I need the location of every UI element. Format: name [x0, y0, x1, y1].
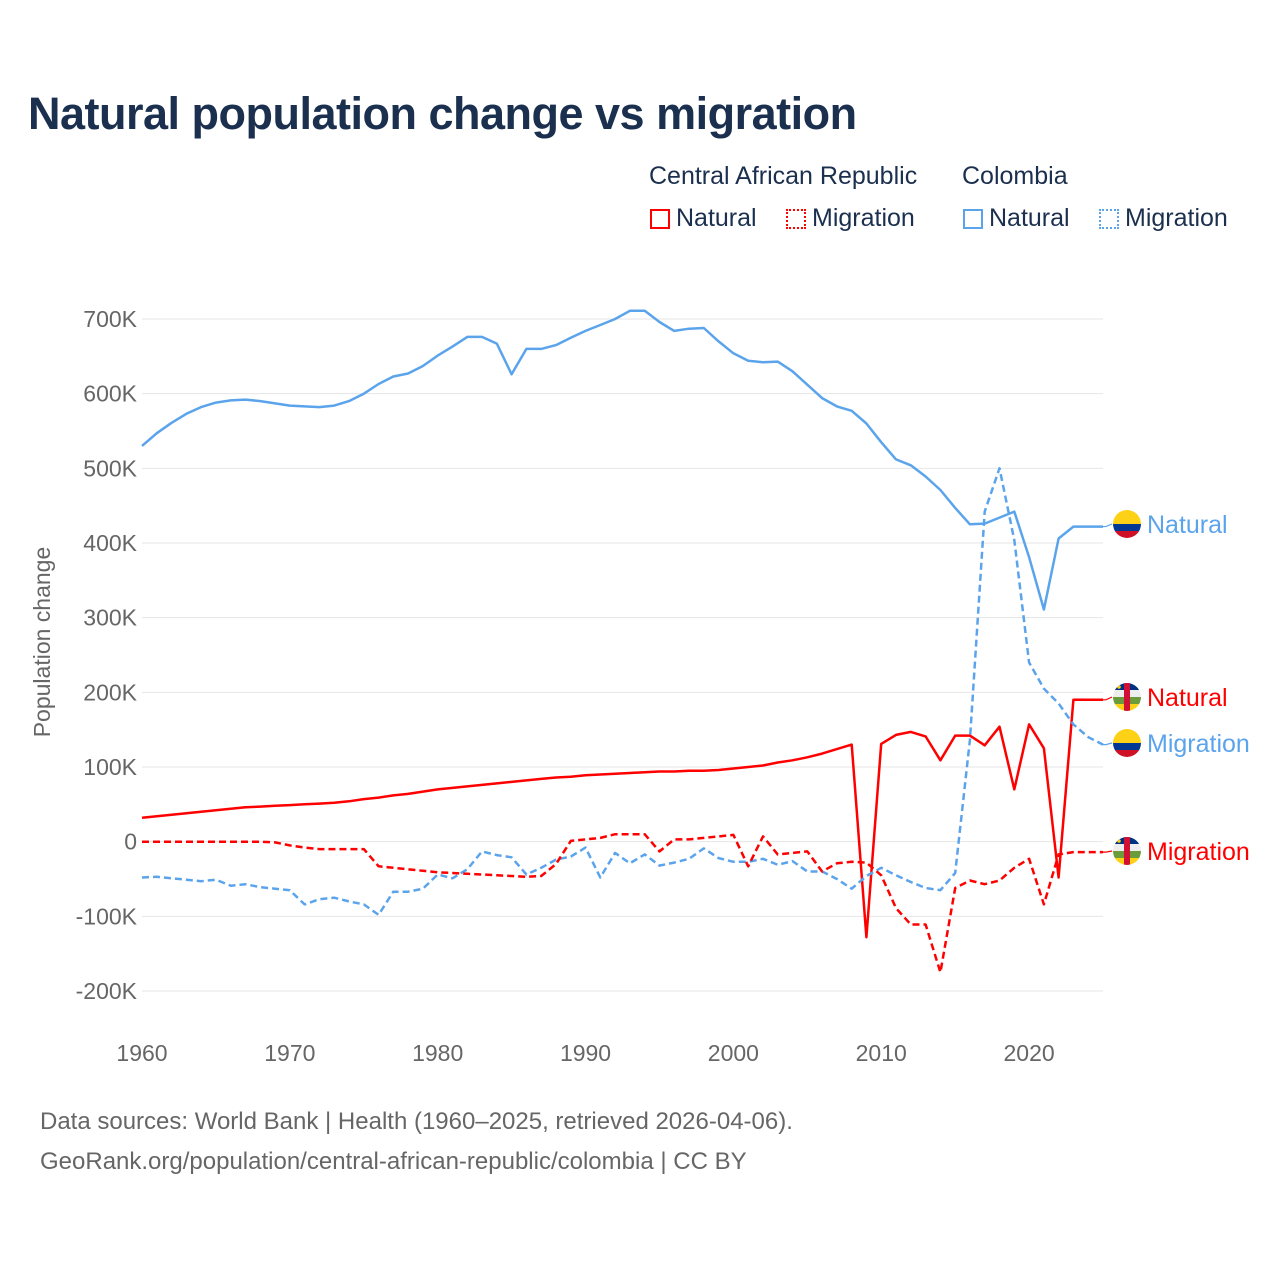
legend-swatch-dotted-icon	[786, 208, 806, 229]
x-tick-label: 1990	[560, 1040, 611, 1066]
legend-group-colombia: Colombia	[962, 162, 1068, 190]
end-label: Natural	[1103, 683, 1228, 712]
end-label-text: Natural	[1147, 684, 1228, 712]
series-line	[142, 832, 1103, 974]
footer-link[interactable]: GeoRank.org/population/central-african-r…	[40, 1148, 747, 1175]
legend-swatch-dotted-icon	[1099, 208, 1119, 229]
y-tick-label: -100K	[76, 903, 138, 929]
legend-label: Migration	[1125, 204, 1228, 232]
legend-swatch-solid-icon	[963, 208, 983, 229]
end-label: Migration	[1103, 729, 1250, 758]
x-tick-label: 2010	[856, 1040, 907, 1066]
series-line	[141, 309, 1103, 611]
legend-label: Natural	[989, 204, 1070, 232]
series-line	[141, 698, 1103, 939]
x-tick-label: 2000	[708, 1040, 759, 1066]
end-label: Natural	[1103, 510, 1228, 539]
legend-swatch-solid-icon	[650, 208, 670, 229]
y-tick-label: 400K	[83, 530, 137, 556]
y-tick-label: 500K	[83, 455, 137, 481]
car-flag-icon	[1113, 837, 1141, 865]
leader-line	[1103, 523, 1113, 528]
footer-sources: Data sources: World Bank | Health (1960–…	[40, 1108, 793, 1135]
y-tick-label: -200K	[76, 978, 138, 1004]
x-tick-label: 1980	[412, 1040, 463, 1066]
y-tick-label: 200K	[83, 679, 137, 705]
car-flag-icon	[1113, 683, 1141, 711]
y-tick-label: 700K	[83, 306, 137, 332]
x-tick-label: 2020	[1003, 1040, 1054, 1066]
end-label: Migration	[1103, 837, 1250, 866]
leader-line	[1103, 696, 1113, 701]
x-tick-label: 1970	[264, 1040, 315, 1066]
y-axis-label: Population change	[29, 547, 55, 738]
legend-label: Natural	[676, 204, 757, 232]
leader-line	[1103, 742, 1113, 746]
y-tick-label: 300K	[83, 605, 137, 631]
y-tick-label: 0	[124, 829, 137, 855]
leader-line	[1103, 850, 1113, 853]
end-label-text: Migration	[1147, 730, 1250, 758]
y-tick-label: 100K	[83, 754, 137, 780]
colombia-flag-icon	[1113, 729, 1141, 757]
legend-group-car: Central African Republic	[649, 162, 918, 190]
series-line	[141, 467, 1104, 917]
end-label-text: Natural	[1147, 511, 1228, 539]
legend-colombia-migration[interactable]: Migration	[1099, 204, 1228, 233]
legend-car-migration[interactable]: Migration	[786, 204, 915, 233]
legend-car-natural[interactable]: Natural	[650, 204, 757, 233]
legend-colombia-natural[interactable]: Natural	[963, 204, 1070, 233]
x-tick-label: 1960	[116, 1040, 167, 1066]
end-label-text: Migration	[1147, 838, 1250, 866]
legend-label: Migration	[812, 204, 915, 232]
chart-title: Natural population change vs migration	[28, 88, 857, 139]
y-tick-label: 600K	[83, 381, 137, 407]
colombia-flag-icon	[1113, 510, 1141, 538]
